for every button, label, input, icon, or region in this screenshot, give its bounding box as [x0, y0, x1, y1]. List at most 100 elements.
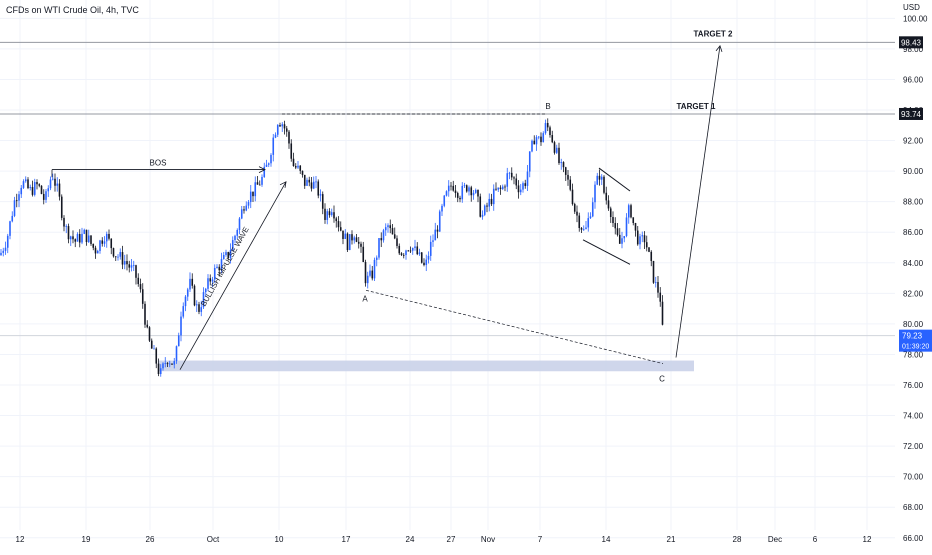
- candle-body: [308, 179, 311, 183]
- candle-body: [661, 301, 664, 325]
- candle-body: [94, 247, 97, 254]
- candle-body: [240, 209, 243, 219]
- candle-body: [272, 137, 275, 155]
- candle-body: [416, 246, 419, 255]
- candle-body: [141, 289, 144, 304]
- candle-body: [411, 247, 414, 251]
- candle-body: [317, 181, 320, 196]
- y-tick-label: 66.00: [903, 534, 924, 543]
- current-price-label: 79.23: [902, 332, 923, 341]
- candle-body: [294, 166, 297, 168]
- candle-body: [144, 303, 146, 325]
- candle-body: [470, 187, 473, 196]
- candle-body: [29, 187, 32, 189]
- candle-body: [645, 242, 648, 248]
- x-tick-label: 6: [813, 535, 818, 544]
- target-arrowhead: [715, 45, 723, 52]
- candle-body: [587, 218, 590, 228]
- candle-body: [38, 184, 41, 186]
- candle-body: [533, 140, 536, 145]
- wedge-upper-line: [598, 167, 631, 192]
- candle-body: [418, 252, 421, 255]
- candle-body: [216, 266, 218, 268]
- y-tick-label: 88.00: [903, 198, 924, 207]
- candle-body: [180, 316, 182, 336]
- level-1-price-label-bg: [899, 36, 923, 49]
- y-tick-label: 92.00: [903, 137, 924, 146]
- x-tick-label: 28: [733, 535, 742, 544]
- candle-body: [330, 212, 333, 216]
- x-tick-label: Nov: [481, 535, 495, 544]
- candle-body: [162, 363, 164, 369]
- candle-body: [319, 194, 322, 196]
- candle-body: [407, 250, 410, 252]
- candle-body: [456, 193, 459, 198]
- candle-body: [409, 250, 412, 252]
- candle-body: [333, 212, 335, 219]
- candle-body: [364, 262, 367, 284]
- candle-body: [591, 202, 594, 217]
- candle-body: [652, 260, 655, 283]
- candle-body: [450, 185, 452, 187]
- candle-body: [110, 238, 113, 249]
- candle-body: [321, 194, 324, 209]
- candle-body: [605, 192, 608, 201]
- candle-body: [351, 234, 353, 241]
- x-tick-label: 24: [406, 535, 415, 544]
- candle-body: [639, 236, 641, 245]
- point-a-label: A: [362, 294, 368, 303]
- candle-body: [243, 209, 245, 211]
- candle-body: [285, 128, 288, 132]
- candle-body: [200, 307, 203, 312]
- candle-body: [119, 252, 122, 257]
- candle-body: [81, 233, 83, 243]
- candle-body: [265, 164, 268, 167]
- candle-body: [76, 234, 79, 242]
- candle-body: [535, 137, 538, 145]
- candle-body: [189, 278, 191, 290]
- candle-body: [542, 133, 545, 143]
- candle-body: [0, 252, 2, 256]
- candle-body: [114, 256, 117, 258]
- candle-body: [436, 229, 439, 232]
- candle-body: [218, 266, 221, 271]
- y-tick-label: 78.00: [903, 350, 924, 359]
- candle-body: [337, 221, 340, 228]
- candle-body: [56, 183, 59, 186]
- candle-body: [589, 216, 592, 219]
- candle-body: [398, 245, 401, 254]
- candle-body: [290, 143, 293, 159]
- candle-body: [490, 198, 493, 205]
- candle-body: [526, 171, 529, 186]
- candle-body: [171, 363, 173, 365]
- candle-body: [263, 166, 266, 177]
- candle-body: [454, 190, 457, 194]
- candle-body: [67, 226, 70, 240]
- candle-body: [276, 125, 279, 135]
- candle-body: [209, 278, 212, 282]
- candle-body: [499, 187, 502, 190]
- countdown-label: 01:39:20: [902, 344, 929, 351]
- candle-body: [472, 192, 475, 196]
- candle-body: [528, 151, 531, 172]
- candle-body: [344, 233, 347, 239]
- candle-body: [551, 135, 554, 143]
- candle-body: [121, 252, 124, 265]
- candle-body: [247, 202, 250, 206]
- candles: [0, 118, 664, 377]
- candle-body: [582, 228, 585, 230]
- candle-body: [373, 259, 376, 279]
- candle-body: [632, 217, 635, 223]
- x-tick-label: 26: [146, 535, 155, 544]
- candle-body: [564, 167, 567, 175]
- candle-body: [139, 284, 142, 290]
- candle-body: [598, 175, 601, 180]
- candle-body: [384, 227, 387, 231]
- candle-body: [105, 233, 108, 242]
- candle-body: [283, 124, 286, 129]
- candle-body: [256, 182, 259, 185]
- candle-body: [567, 174, 569, 180]
- candle-body: [112, 248, 115, 257]
